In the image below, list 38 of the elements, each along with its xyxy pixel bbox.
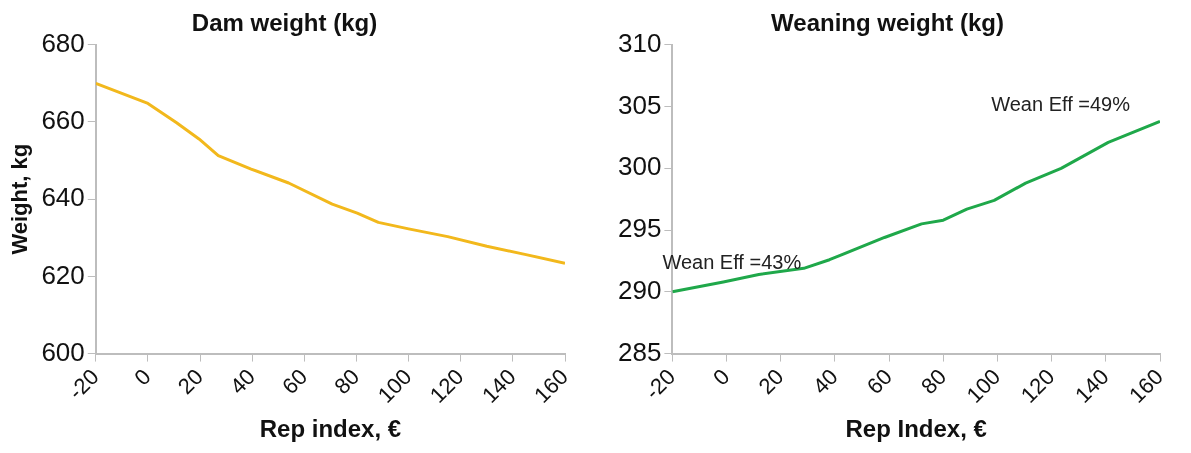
x-tick-label: 140 bbox=[1070, 364, 1114, 408]
x-tick-label: 40 bbox=[225, 364, 261, 400]
x-axis-title: Rep index, € bbox=[259, 415, 402, 443]
x-tick-label: 60 bbox=[277, 364, 313, 400]
y-tick-label: 295 bbox=[617, 213, 662, 244]
y-tick-label: 640 bbox=[41, 182, 85, 213]
chart-title: Weaning weight (kg) bbox=[771, 9, 1004, 37]
y-tick-label: 300 bbox=[617, 151, 662, 182]
x-tick-label: 0 bbox=[129, 364, 156, 391]
x-tick-label: 160 bbox=[1124, 364, 1168, 408]
x-tick-label: 120 bbox=[1015, 364, 1060, 408]
x-tick-label: 40 bbox=[807, 364, 843, 400]
y-tick-label: 660 bbox=[41, 105, 85, 136]
x-tick-label: 100 bbox=[961, 364, 1006, 408]
y-tick-label: 600 bbox=[41, 336, 85, 367]
chart-title: Dam weight (kg) bbox=[191, 9, 378, 37]
x-tick-label: 100 bbox=[372, 364, 417, 408]
y-tick-label: 680 bbox=[41, 27, 85, 58]
x-tick-label: -20 bbox=[63, 364, 104, 405]
x-axis-title: Rep Index, € bbox=[845, 415, 987, 443]
x-tick-label: 140 bbox=[477, 364, 521, 408]
x-tick-label: 80 bbox=[329, 364, 365, 400]
y-axis-title: Weight, kg bbox=[7, 143, 33, 255]
x-tick-label: 80 bbox=[916, 364, 952, 400]
y-tick-label: 620 bbox=[41, 259, 85, 290]
x-tick-label: 20 bbox=[753, 364, 789, 400]
x-tick-label: -20 bbox=[640, 364, 681, 405]
y-tick-label: 285 bbox=[617, 336, 662, 367]
y-tick-label: 310 bbox=[617, 27, 662, 58]
y-tick-label: 290 bbox=[617, 274, 662, 305]
x-tick-label: 0 bbox=[708, 364, 735, 391]
y-tick-label: 305 bbox=[617, 89, 662, 120]
x-tick-label: 20 bbox=[172, 364, 208, 400]
x-tick-label: 60 bbox=[861, 364, 897, 400]
annotation: Wean Eff =49% bbox=[991, 92, 1131, 115]
x-tick-label: 120 bbox=[424, 364, 469, 408]
x-tick-label: 160 bbox=[529, 364, 573, 408]
annotation: Wean Eff =43% bbox=[662, 251, 802, 274]
